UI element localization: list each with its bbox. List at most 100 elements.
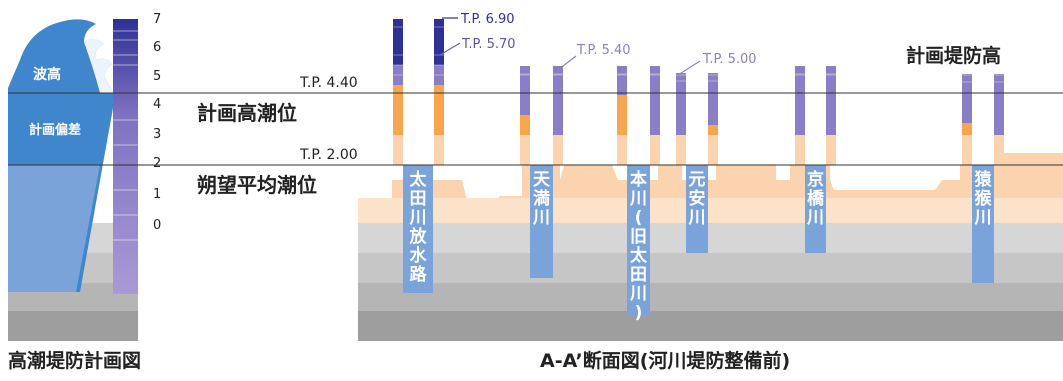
mean-tide-label: 朔望平均潮位 (197, 173, 317, 197)
river-bar-body (686, 165, 708, 253)
levee-mid (617, 66, 627, 95)
right-figure: 太田川放水路 天満川 本川(旧太田川) 元安川 京橋川 猿猴川 (358, 19, 1063, 341)
levee-base (708, 135, 718, 165)
callout-tp500: T.P. 5.00 (702, 52, 757, 67)
scale-tick-7: 7 (153, 12, 161, 27)
river-bar: 猿猴川 (972, 165, 994, 283)
planned-levee-height-label: 計画堤防高 (906, 44, 1001, 67)
river-bar-body (627, 165, 650, 315)
levee-mid (708, 73, 718, 125)
levee-column (962, 74, 972, 165)
wave-height-label: 波高 (33, 66, 61, 83)
levee-orange (708, 125, 718, 135)
land-lower (358, 198, 1063, 223)
ground-layer-2 (358, 253, 1063, 283)
levee-base (617, 135, 627, 165)
levee-orange (393, 85, 403, 135)
levee-orange (962, 123, 972, 135)
river-name: 本川(旧太田川) (629, 169, 648, 323)
levee-scale-column (113, 19, 138, 294)
levee-base (434, 135, 444, 165)
deviation-label: 計画偏差 (29, 122, 81, 138)
levee-base (994, 135, 1004, 165)
planned-high-tide-label: 計画高潮位 (197, 101, 297, 125)
levee-mid (994, 74, 1004, 135)
levee-base (676, 135, 686, 165)
river-bar-body (972, 165, 994, 283)
callout-leader-3 (557, 55, 577, 71)
levee-column (553, 66, 563, 165)
scale-tick-4: 4 (153, 97, 161, 112)
wave-shape (8, 19, 113, 93)
river-bar: 元安川 (686, 165, 708, 253)
tp440-label: T.P. 4.40 (299, 75, 358, 91)
tp200-label: T.P. 2.00 (299, 147, 358, 163)
scale-tick-2: 2 (153, 156, 161, 171)
river-name: 元安川 (688, 170, 706, 228)
levee-base (520, 135, 530, 165)
ground-layer-3 (358, 283, 1063, 311)
levee-base (826, 135, 836, 165)
levee-base (393, 135, 403, 165)
levee-mid (826, 66, 836, 135)
river-name: 京橋川 (806, 169, 825, 228)
levee-mid (553, 66, 563, 135)
levee-column (676, 73, 686, 165)
levee-column (826, 66, 836, 165)
river-name-bars: 太田川放水路 天満川 本川(旧太田川) 元安川 京橋川 猿猴川 (403, 165, 994, 323)
wave-foam (84, 39, 113, 93)
scale-tick-5: 5 (153, 69, 161, 84)
levee-mid (676, 73, 686, 135)
levee-column (520, 66, 530, 165)
ground-layer-4 (8, 311, 138, 341)
right-caption: A-A’断面図(河川堤防整備前) (540, 349, 790, 372)
left-caption: 高潮堤防計画図 (8, 349, 141, 372)
levee-mid (795, 66, 805, 135)
water-lower (8, 165, 100, 292)
river-name: 太田川放水路 (409, 169, 428, 285)
river-name: 猿猴川 (974, 169, 993, 228)
river-bar-body (530, 165, 553, 278)
ground-layer-4 (358, 311, 1063, 341)
tp-callouts: T.P. 6.90 T.P. 5.70 T.P. 5.40 T.P. 5.00 (439, 12, 757, 76)
river-name: 天満川 (532, 170, 551, 228)
levee-orange (434, 85, 444, 135)
levee-mid (650, 66, 660, 135)
left-figure: 波高 計画偏差 7 6 5 4 3 2 1 0 高潮堤防計画図 (8, 12, 161, 372)
levee-base (962, 135, 972, 165)
river-bar-body (403, 165, 433, 293)
levee-cap (434, 19, 444, 65)
levee-orange (520, 115, 530, 135)
scale-tick-0: 0 (153, 218, 161, 233)
levee-column (434, 19, 444, 165)
levee-base (650, 135, 660, 165)
river-bar: 天満川 (530, 165, 553, 278)
scale-tick-1: 1 (153, 187, 161, 202)
scale-tick-labels: 7 6 5 4 3 2 1 0 (153, 12, 161, 233)
levee-column (708, 73, 718, 165)
levee-mid (520, 66, 530, 115)
levee-base (795, 135, 805, 165)
scale-tick-6: 6 (153, 40, 161, 55)
callout-tp690: T.P. 6.90 (460, 12, 515, 27)
levee-column (795, 66, 805, 165)
river-bar: 本川(旧太田川) (627, 165, 650, 323)
scale-tick-3: 3 (153, 127, 161, 142)
callout-tp540: T.P. 5.40 (576, 43, 631, 58)
levee-cap (393, 19, 403, 65)
ground-layer-1 (358, 223, 1063, 253)
river-bar: 京橋川 (805, 165, 826, 253)
levee-column (393, 19, 403, 165)
callout-leader-2 (439, 42, 461, 56)
callout-tp570: T.P. 5.70 (461, 37, 516, 52)
levee-orange (617, 95, 627, 135)
levee-column (617, 66, 627, 165)
river-bar: 太田川放水路 (403, 165, 433, 293)
levee-columns (393, 19, 1004, 165)
river-bar-body (805, 165, 826, 253)
levee-mid (962, 74, 972, 123)
levee-column (994, 74, 1004, 165)
callout-leader-4 (677, 60, 701, 76)
